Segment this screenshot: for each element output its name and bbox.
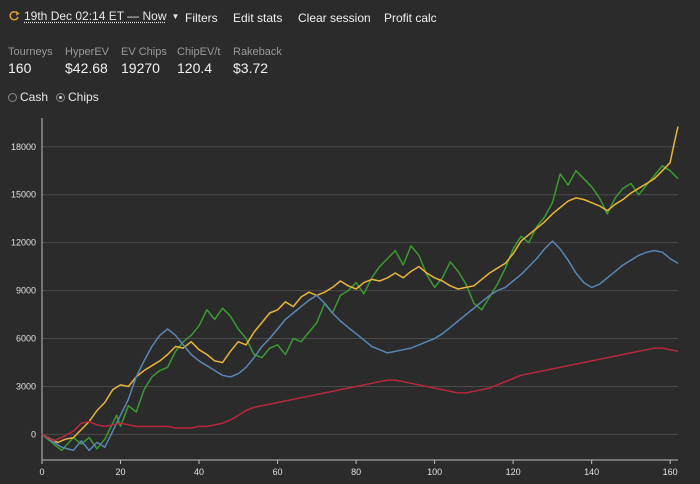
chips-radio[interactable]: Chips (56, 90, 99, 104)
chips-radio-label: Chips (68, 90, 99, 104)
stat-value: 160 (8, 60, 32, 76)
session-range-label: 19th Dec 02:14 ET — Now (24, 9, 167, 23)
stat-value: $42.68 (65, 60, 108, 76)
y-tick-label: 9000 (16, 286, 36, 296)
radio-on-icon[interactable] (56, 92, 66, 102)
x-tick-label: 0 (39, 467, 44, 477)
stat-value: 19270 (121, 60, 160, 76)
y-tick-label: 15000 (11, 190, 36, 200)
y-tick-label: 0 (31, 429, 36, 439)
top-bar: 19th Dec 02:14 ET — Now ▼ Filters Edit s… (0, 0, 700, 36)
filters-button[interactable]: Filters (185, 11, 218, 25)
series-line-3 (41, 347, 679, 442)
stat-value: 120.4 (177, 60, 213, 76)
y-tick-label: 12000 (11, 238, 36, 248)
stat-ev-chips: EV Chips 19270 (121, 46, 167, 76)
stat-label: Tourneys (8, 46, 53, 58)
stats-bar: Tourneys 160 HyperEV $42.68 EV Chips 192… (0, 46, 700, 78)
edit-stats-button[interactable]: Edit stats (233, 11, 283, 25)
y-tick-label: 18000 (11, 142, 36, 152)
x-tick-label: 140 (584, 467, 599, 477)
stat-label: Rakeback (233, 46, 282, 58)
cash-radio[interactable]: Cash (8, 90, 48, 104)
y-tick-label: 6000 (16, 334, 36, 344)
refresh-icon[interactable] (8, 10, 20, 22)
stat-chipev-per-t: ChipEV/t 120.4 (177, 46, 220, 76)
clear-session-button[interactable]: Clear session (298, 11, 371, 25)
session-range-dropdown[interactable]: 19th Dec 02:14 ET — Now ▼ (8, 9, 179, 23)
x-tick-label: 100 (427, 467, 442, 477)
radio-off-icon[interactable] (8, 92, 17, 102)
series-line-1 (41, 126, 679, 444)
chevron-down-icon: ▼ (171, 11, 180, 21)
x-tick-label: 120 (506, 467, 521, 477)
stat-rakeback: Rakeback $3.72 (233, 46, 282, 76)
profit-calc-button[interactable]: Profit calc (384, 11, 437, 25)
stat-hyperev: HyperEV $42.68 (65, 46, 109, 76)
y-tick-label: 3000 (16, 381, 36, 391)
x-tick-label: 20 (116, 467, 126, 477)
x-tick-label: 40 (194, 467, 204, 477)
unit-toggle: Cash Chips (8, 90, 107, 104)
results-chart: 0 3000 6000 9000 12000 15000 18000 0 20 40 60 80 100… (11, 118, 679, 477)
stat-label: ChipEV/t (177, 46, 221, 58)
stat-label: EV Chips (121, 46, 167, 58)
x-tick-label: 60 (273, 467, 283, 477)
series-line-0 (41, 165, 679, 452)
series-line-2 (41, 240, 679, 452)
cash-radio-label: Cash (20, 90, 49, 104)
stat-label: HyperEV (65, 46, 110, 58)
stat-value: $3.72 (233, 60, 269, 76)
x-tick-label: 80 (351, 467, 361, 477)
stat-tourneys: Tourneys 160 (8, 46, 53, 76)
x-tick-label: 160 (663, 467, 678, 477)
